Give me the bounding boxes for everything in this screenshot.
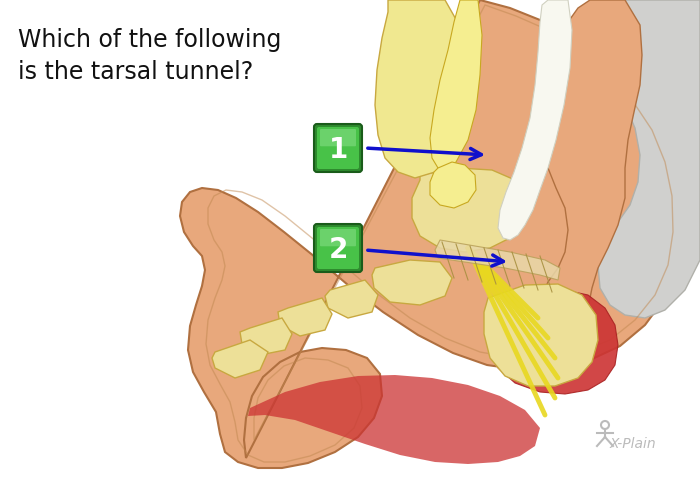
- Polygon shape: [372, 260, 452, 305]
- Text: 2: 2: [328, 236, 348, 264]
- Polygon shape: [325, 280, 378, 318]
- Polygon shape: [430, 0, 482, 170]
- FancyBboxPatch shape: [317, 227, 359, 269]
- FancyBboxPatch shape: [320, 229, 356, 246]
- Polygon shape: [412, 168, 525, 252]
- Polygon shape: [435, 240, 560, 280]
- FancyBboxPatch shape: [314, 124, 362, 172]
- FancyBboxPatch shape: [314, 224, 362, 272]
- Polygon shape: [490, 290, 618, 394]
- FancyBboxPatch shape: [317, 127, 359, 169]
- Polygon shape: [180, 0, 682, 468]
- Polygon shape: [240, 318, 292, 355]
- Polygon shape: [430, 162, 476, 208]
- Polygon shape: [212, 340, 268, 378]
- Polygon shape: [498, 0, 572, 240]
- Text: X-Plain: X-Plain: [610, 437, 657, 451]
- Polygon shape: [375, 0, 468, 178]
- Polygon shape: [540, 0, 642, 340]
- Polygon shape: [484, 284, 598, 386]
- Polygon shape: [278, 298, 332, 336]
- Text: 1: 1: [328, 136, 348, 164]
- Text: Which of the following
is the tarsal tunnel?: Which of the following is the tarsal tun…: [18, 28, 281, 84]
- Polygon shape: [248, 375, 540, 464]
- FancyBboxPatch shape: [320, 129, 356, 146]
- Polygon shape: [598, 0, 700, 318]
